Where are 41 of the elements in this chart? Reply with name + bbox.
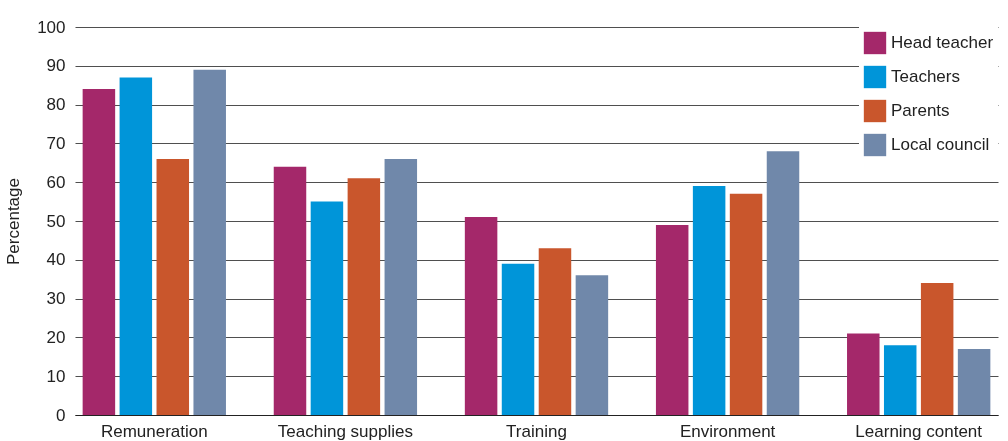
legend-label: Teachers xyxy=(891,67,960,86)
y-tick-label: 80 xyxy=(46,95,66,115)
bar xyxy=(766,151,800,415)
y-tick-label: 0 xyxy=(56,405,66,425)
x-tick-label: Training xyxy=(506,421,567,441)
y-tick-label: 10 xyxy=(46,366,66,386)
y-tick-label: 40 xyxy=(46,250,66,270)
y-tick-label: 100 xyxy=(37,17,66,37)
y-tick-label: 30 xyxy=(46,289,66,309)
bar xyxy=(575,275,609,415)
bar xyxy=(538,248,572,415)
legend-label: Head teacher xyxy=(891,33,994,52)
y-tick-label: 20 xyxy=(46,327,66,347)
bar xyxy=(501,263,535,415)
x-tick-label: Remuneration xyxy=(100,421,208,441)
legend-label: Parents xyxy=(891,101,950,120)
bar xyxy=(347,178,381,415)
bar xyxy=(384,158,418,415)
x-tick-label: Teaching supplies xyxy=(277,421,413,441)
bar xyxy=(156,158,190,415)
bar xyxy=(273,166,307,415)
y-tick-label: 60 xyxy=(46,172,66,192)
bar xyxy=(847,333,880,415)
bar xyxy=(655,224,689,415)
bar xyxy=(957,349,991,415)
bar xyxy=(82,89,116,415)
bar xyxy=(119,77,153,415)
bar xyxy=(464,217,498,415)
bar xyxy=(883,345,917,415)
x-tick-label: Environment xyxy=(679,421,776,441)
y-tick-label: 70 xyxy=(46,133,66,153)
bar xyxy=(193,69,226,415)
bar xyxy=(920,283,954,415)
bar xyxy=(692,186,726,415)
y-axis-title: Percentage xyxy=(4,178,24,265)
legend-label: Local council xyxy=(891,135,990,154)
y-tick-label: 50 xyxy=(46,211,66,231)
x-tick-label: Learning content xyxy=(855,421,983,441)
bar xyxy=(729,193,763,415)
y-tick-label: 90 xyxy=(46,56,66,76)
bar xyxy=(310,201,344,415)
